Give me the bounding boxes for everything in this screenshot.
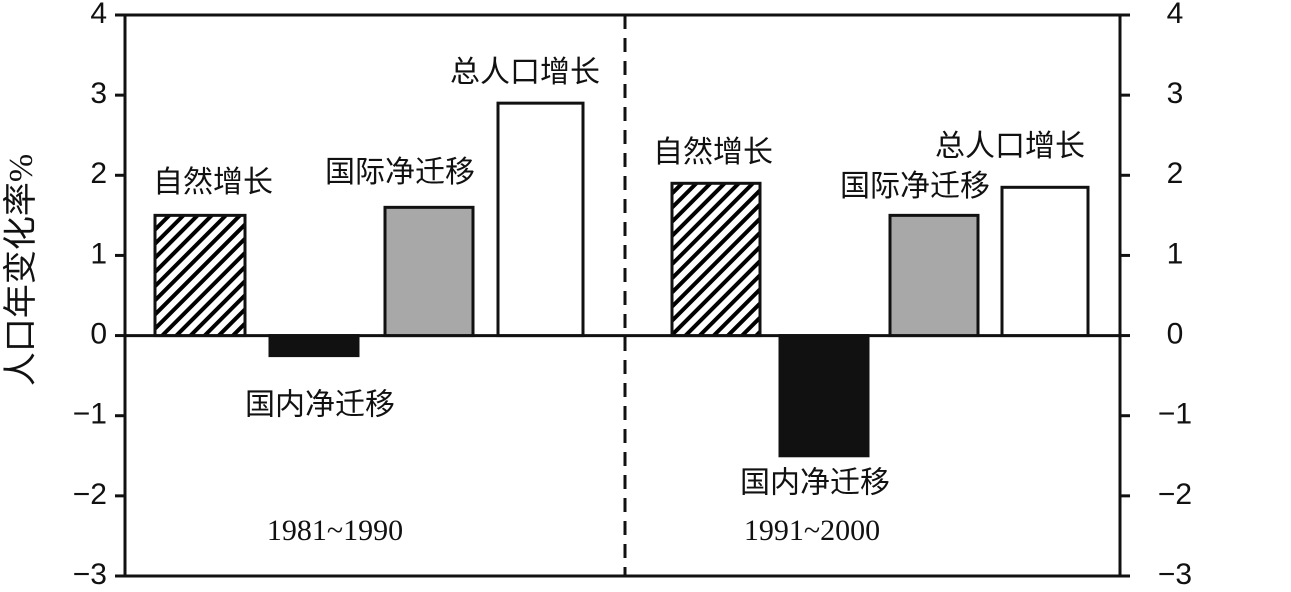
y-tick-label: 0 xyxy=(90,317,107,350)
bar xyxy=(670,181,762,338)
bar-label: 总人口增长 xyxy=(935,130,1085,163)
y2-tick-label: 0 xyxy=(1167,317,1184,350)
bar-label: 自然增长 xyxy=(653,136,773,169)
bar xyxy=(778,334,870,458)
bar xyxy=(268,334,360,358)
y2-tick-label: 4 xyxy=(1167,0,1184,30)
y2-tick-label: 3 xyxy=(1167,77,1184,110)
bar-label: 国内净迁移 xyxy=(245,388,395,421)
bar-label: 自然增长 xyxy=(153,166,273,199)
bar-label: 国内净迁移 xyxy=(740,467,890,500)
bar-label: 国际净迁移 xyxy=(325,156,475,189)
y2-tick-label: −3 xyxy=(1158,558,1192,591)
plot-frame xyxy=(123,13,1122,578)
bar-label: 总人口增长 xyxy=(450,56,600,89)
y2-tick-label: 1 xyxy=(1167,237,1184,270)
y-tick-label: −3 xyxy=(73,558,107,591)
bar xyxy=(383,205,475,338)
y2-tick-label: 2 xyxy=(1167,157,1184,190)
period-label: 1981~1990 xyxy=(267,514,403,547)
y-tick-label: 2 xyxy=(90,157,107,190)
bar-label: 国际净迁移 xyxy=(840,170,990,203)
y-axis-label: 人口年变化率% xyxy=(2,154,40,386)
y2-tick-label: −2 xyxy=(1158,478,1192,511)
bar xyxy=(496,101,585,338)
bar xyxy=(888,213,980,338)
y-tick-label: −2 xyxy=(73,478,107,511)
y2-tick-label: −1 xyxy=(1158,398,1192,431)
y-tick-label: 1 xyxy=(90,237,107,270)
period-label: 1991~2000 xyxy=(744,514,880,547)
y-tick-label: −1 xyxy=(73,398,107,431)
bar xyxy=(1000,185,1090,338)
y-tick-label: 4 xyxy=(90,0,107,30)
y-tick-label: 3 xyxy=(90,77,107,110)
bar xyxy=(153,213,247,338)
